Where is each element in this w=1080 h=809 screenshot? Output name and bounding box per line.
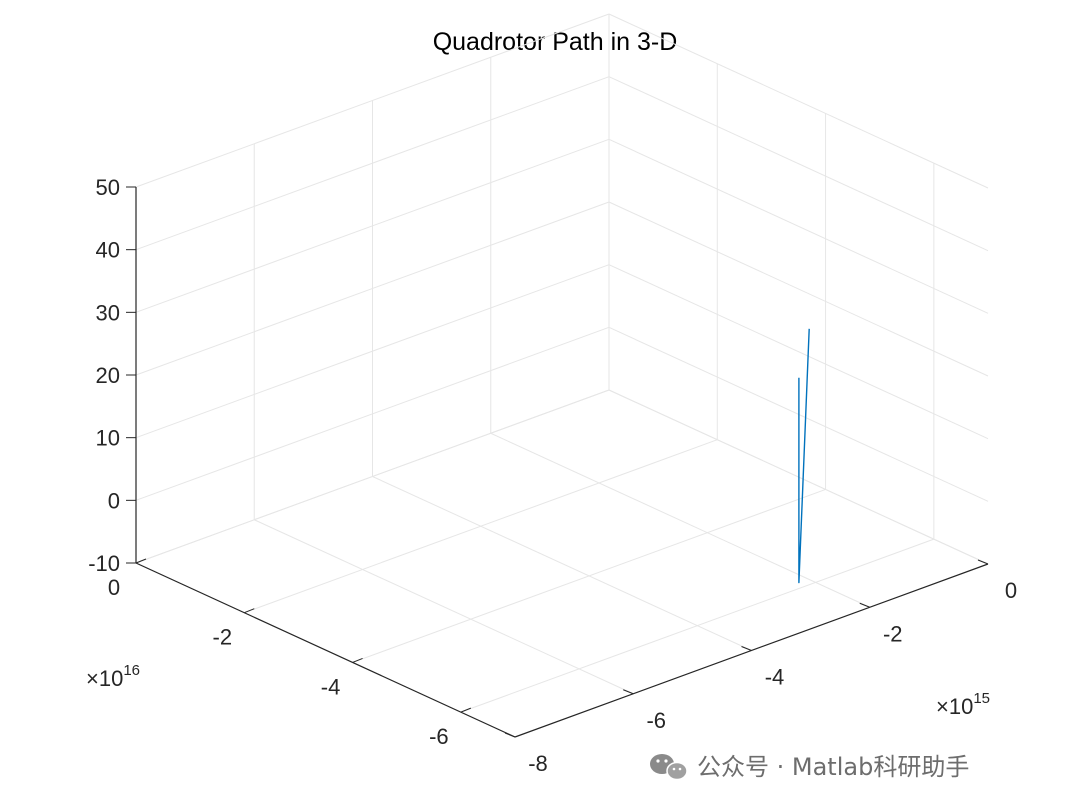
wall-y-grid-z-0 xyxy=(608,13,989,189)
wall-y-grid-z-4 xyxy=(608,264,989,440)
z-tick-label: 40 xyxy=(96,238,120,263)
z-tick-label: 20 xyxy=(96,363,120,388)
x-axis-multiplier-base: ×10 xyxy=(86,666,123,691)
wall-x-grid-z-3 xyxy=(135,201,610,376)
y-tick-1 xyxy=(859,602,870,608)
x-tick-label: -6 xyxy=(429,724,449,749)
grid xyxy=(135,13,989,738)
wall-x-grid-z-1 xyxy=(135,76,610,251)
wechat-icon xyxy=(650,754,688,781)
y-axis-multiplier-base: ×10 xyxy=(936,694,973,719)
chart-title: Quadrotor Path in 3-D xyxy=(433,28,678,56)
x-tick-3 xyxy=(460,707,472,713)
wall-x-grid-z-5 xyxy=(135,326,610,501)
y-tick-0 xyxy=(977,559,989,565)
watermark-text: 公众号 · Matlab科研助手 xyxy=(697,753,969,781)
floor-grid-y-1 xyxy=(490,432,870,608)
y-axis-multiplier: ×1015 xyxy=(936,690,990,719)
y-tick-label: -8 xyxy=(528,751,548,776)
z-tick-label: -10 xyxy=(88,551,120,576)
y-tick-4 xyxy=(504,732,516,738)
y-tick-label: -2 xyxy=(883,621,903,646)
y-axis-multiplier-exponent: 15 xyxy=(973,690,990,707)
z-tick-label: 30 xyxy=(96,300,120,325)
y-tick-label: -6 xyxy=(646,708,666,733)
y-tick-label: -4 xyxy=(765,665,785,690)
x-tick-label: -4 xyxy=(321,674,341,699)
x-axis-multiplier: ×1016 xyxy=(86,662,140,691)
y-tick-3 xyxy=(623,689,634,695)
floor-grid-y-3 xyxy=(254,519,634,695)
floor-grid-y-2 xyxy=(372,476,752,651)
y-tick-2 xyxy=(741,646,752,651)
wall-x-grid-z-2 xyxy=(135,138,610,313)
wall-x-grid-z-6 xyxy=(135,389,610,564)
axes xyxy=(135,187,989,738)
z-tick-label: 0 xyxy=(108,488,120,513)
y-tick-label: 0 xyxy=(1005,578,1017,603)
x-tick-0 xyxy=(135,558,147,564)
z-tick-label: 50 xyxy=(96,175,120,200)
x-tick-1 xyxy=(244,608,255,614)
x-axis-line xyxy=(135,562,516,738)
watermark: 公众号 · Matlab科研助手 xyxy=(650,753,969,781)
x-axis-multiplier-exponent: 16 xyxy=(123,662,140,679)
wall-y-grid-z-3 xyxy=(608,201,989,377)
series-line-0 xyxy=(798,328,810,584)
z-tick-label: 10 xyxy=(96,426,120,451)
wall-x-grid-z-0 xyxy=(135,13,610,188)
x-tick-label: 0 xyxy=(108,575,120,600)
series-layer xyxy=(798,328,810,584)
wall-x-grid-z-4 xyxy=(135,264,610,439)
x-tick-label: -2 xyxy=(213,625,233,650)
wall-y-grid-z-2 xyxy=(608,138,989,314)
wall-y-grid-z-1 xyxy=(608,76,989,252)
x-tick-2 xyxy=(352,657,363,663)
